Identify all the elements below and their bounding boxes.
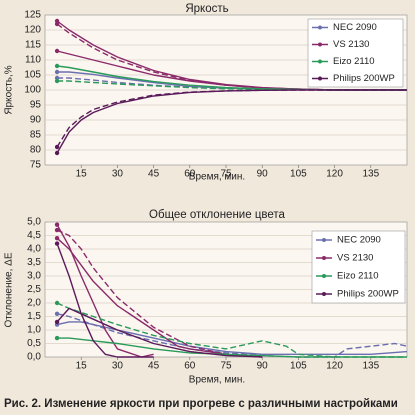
series-start-marker [54,335,60,341]
legend-marker [318,76,322,81]
legend-label: NEC 2090 [333,22,377,33]
legend-label: Eizo 2110 [333,56,375,67]
series-line [56,89,407,148]
y-tick-label: 80 [30,145,42,156]
chart1-x-ticks: 15 30 45 60 75 90 105 120 135 [76,165,380,180]
x-tick-label: 120 [326,169,343,180]
series-start-marker [54,69,60,75]
y-tick-label: 4,0 [27,244,41,255]
y-tick-label: 4,5 [27,230,41,241]
legend-marker [318,42,322,47]
series-line [56,229,263,358]
series-start-marker [54,300,60,306]
chart2-series [54,222,408,358]
y-tick-label: 1,0 [27,325,41,336]
x-tick-label: 60 [184,361,196,372]
x-tick-label: 135 [362,361,379,372]
chart2-legend-box [311,230,406,304]
legend-label: NEC 2090 [337,235,381,246]
series-line [56,89,407,154]
legend-label: VS 2130 [333,39,369,50]
x-tick-label: 90 [257,169,269,180]
chart2-x-label: Время, мин. [189,375,245,386]
x-tick-label: 90 [257,361,269,372]
y-tick-label: 3,0 [27,271,41,282]
x-tick-label: 60 [184,169,196,180]
series-start-marker [54,241,60,246]
y-tick-label: 2,5 [27,284,41,295]
chart2-title: Общее отклонение цвета [149,209,285,221]
chart2-x-ticks: 15 30 45 60 75 90 105 120 135 [76,357,380,372]
chart2-legend: NEC 2090 VS 2130 Eizo 2110 Philips 200WP [311,230,406,304]
legend-marker [322,292,326,296]
series-line [56,321,408,355]
x-tick-label: 75 [220,361,232,372]
series-start-marker [54,48,60,54]
chart1-title: Яркость [185,3,228,15]
series-line [56,237,263,358]
y-tick-label: 0,0 [27,352,41,363]
y-tick-label: 95 [30,100,42,111]
y-tick-label: 115 [25,40,41,51]
y-tick-label: 5,0 [27,217,41,228]
chart1-legend-box [307,18,404,88]
series-start-marker [54,222,60,227]
y-tick-label: 1,5 [27,311,41,322]
x-tick-label: 105 [290,169,307,180]
x-tick-label: 105 [290,361,307,372]
series-start-marker [54,144,60,150]
x-tick-label: 15 [76,169,88,180]
x-tick-label: 75 [220,169,232,180]
x-tick-label: 30 [112,169,124,180]
legend-label: Eizo 2110 [337,271,379,282]
legend-label: VS 2130 [337,253,373,264]
series-start-marker [54,21,60,27]
chart2-y-label: Отклонение, ΔE [4,252,15,327]
figure-caption: Рис. 2. Изменение яркости при прогреве с… [4,398,398,410]
y-tick-label: 2,0 [27,298,41,309]
series-start-marker [54,78,60,84]
x-tick-label: 15 [76,361,88,372]
legend-label: Philips 200WP [337,289,399,300]
x-tick-label: 30 [112,361,124,372]
series-start-marker [54,150,60,156]
chart1-legend: NEC 2090 VS 2130 Eizo 2110 Philips 200WP [307,18,404,88]
series-start-marker [54,227,60,233]
chart1-x-label: Время, мин. [189,172,245,183]
series-start-marker [54,63,60,69]
y-tick-label: 0,5 [27,338,41,349]
series-line [56,307,263,358]
y-tick-label: 90 [30,115,42,126]
chart1-y-ticks: 75 80 85 90 95 100 105 110 115 120 125 [24,10,41,171]
x-tick-label: 45 [148,361,160,372]
y-tick-label: 85 [30,130,42,141]
y-tick-label: 120 [24,25,41,36]
x-tick-label: 45 [148,169,160,180]
series-start-marker [54,236,60,241]
series-start-marker [54,311,60,316]
chart2-y-ticks: 0,0 0,5 1,0 1,5 2,0 2,5 3,0 3,5 4,0 4,5 5,0 [27,217,41,363]
y-tick-label: 75 [30,160,42,171]
legend-marker [322,256,326,260]
legend-marker [322,274,326,278]
series-line [57,337,407,358]
y-tick-label: 110 [25,55,41,66]
chart1-y-label: Яркость,% [4,65,15,114]
series-line [56,243,154,358]
x-tick-label: 120 [326,361,343,372]
y-tick-label: 125 [24,10,41,21]
y-tick-label: 3,5 [27,257,41,268]
legend-marker [318,59,322,64]
series-start-marker [54,319,60,325]
y-tick-label: 105 [24,70,41,81]
x-tick-label: 135 [362,169,379,180]
y-tick-label: 100 [24,85,41,96]
legend-label: Philips 200WP [333,73,395,84]
series-line [56,302,407,358]
legend-marker [318,25,322,30]
legend-marker [322,238,326,242]
chart1-series [54,18,407,156]
